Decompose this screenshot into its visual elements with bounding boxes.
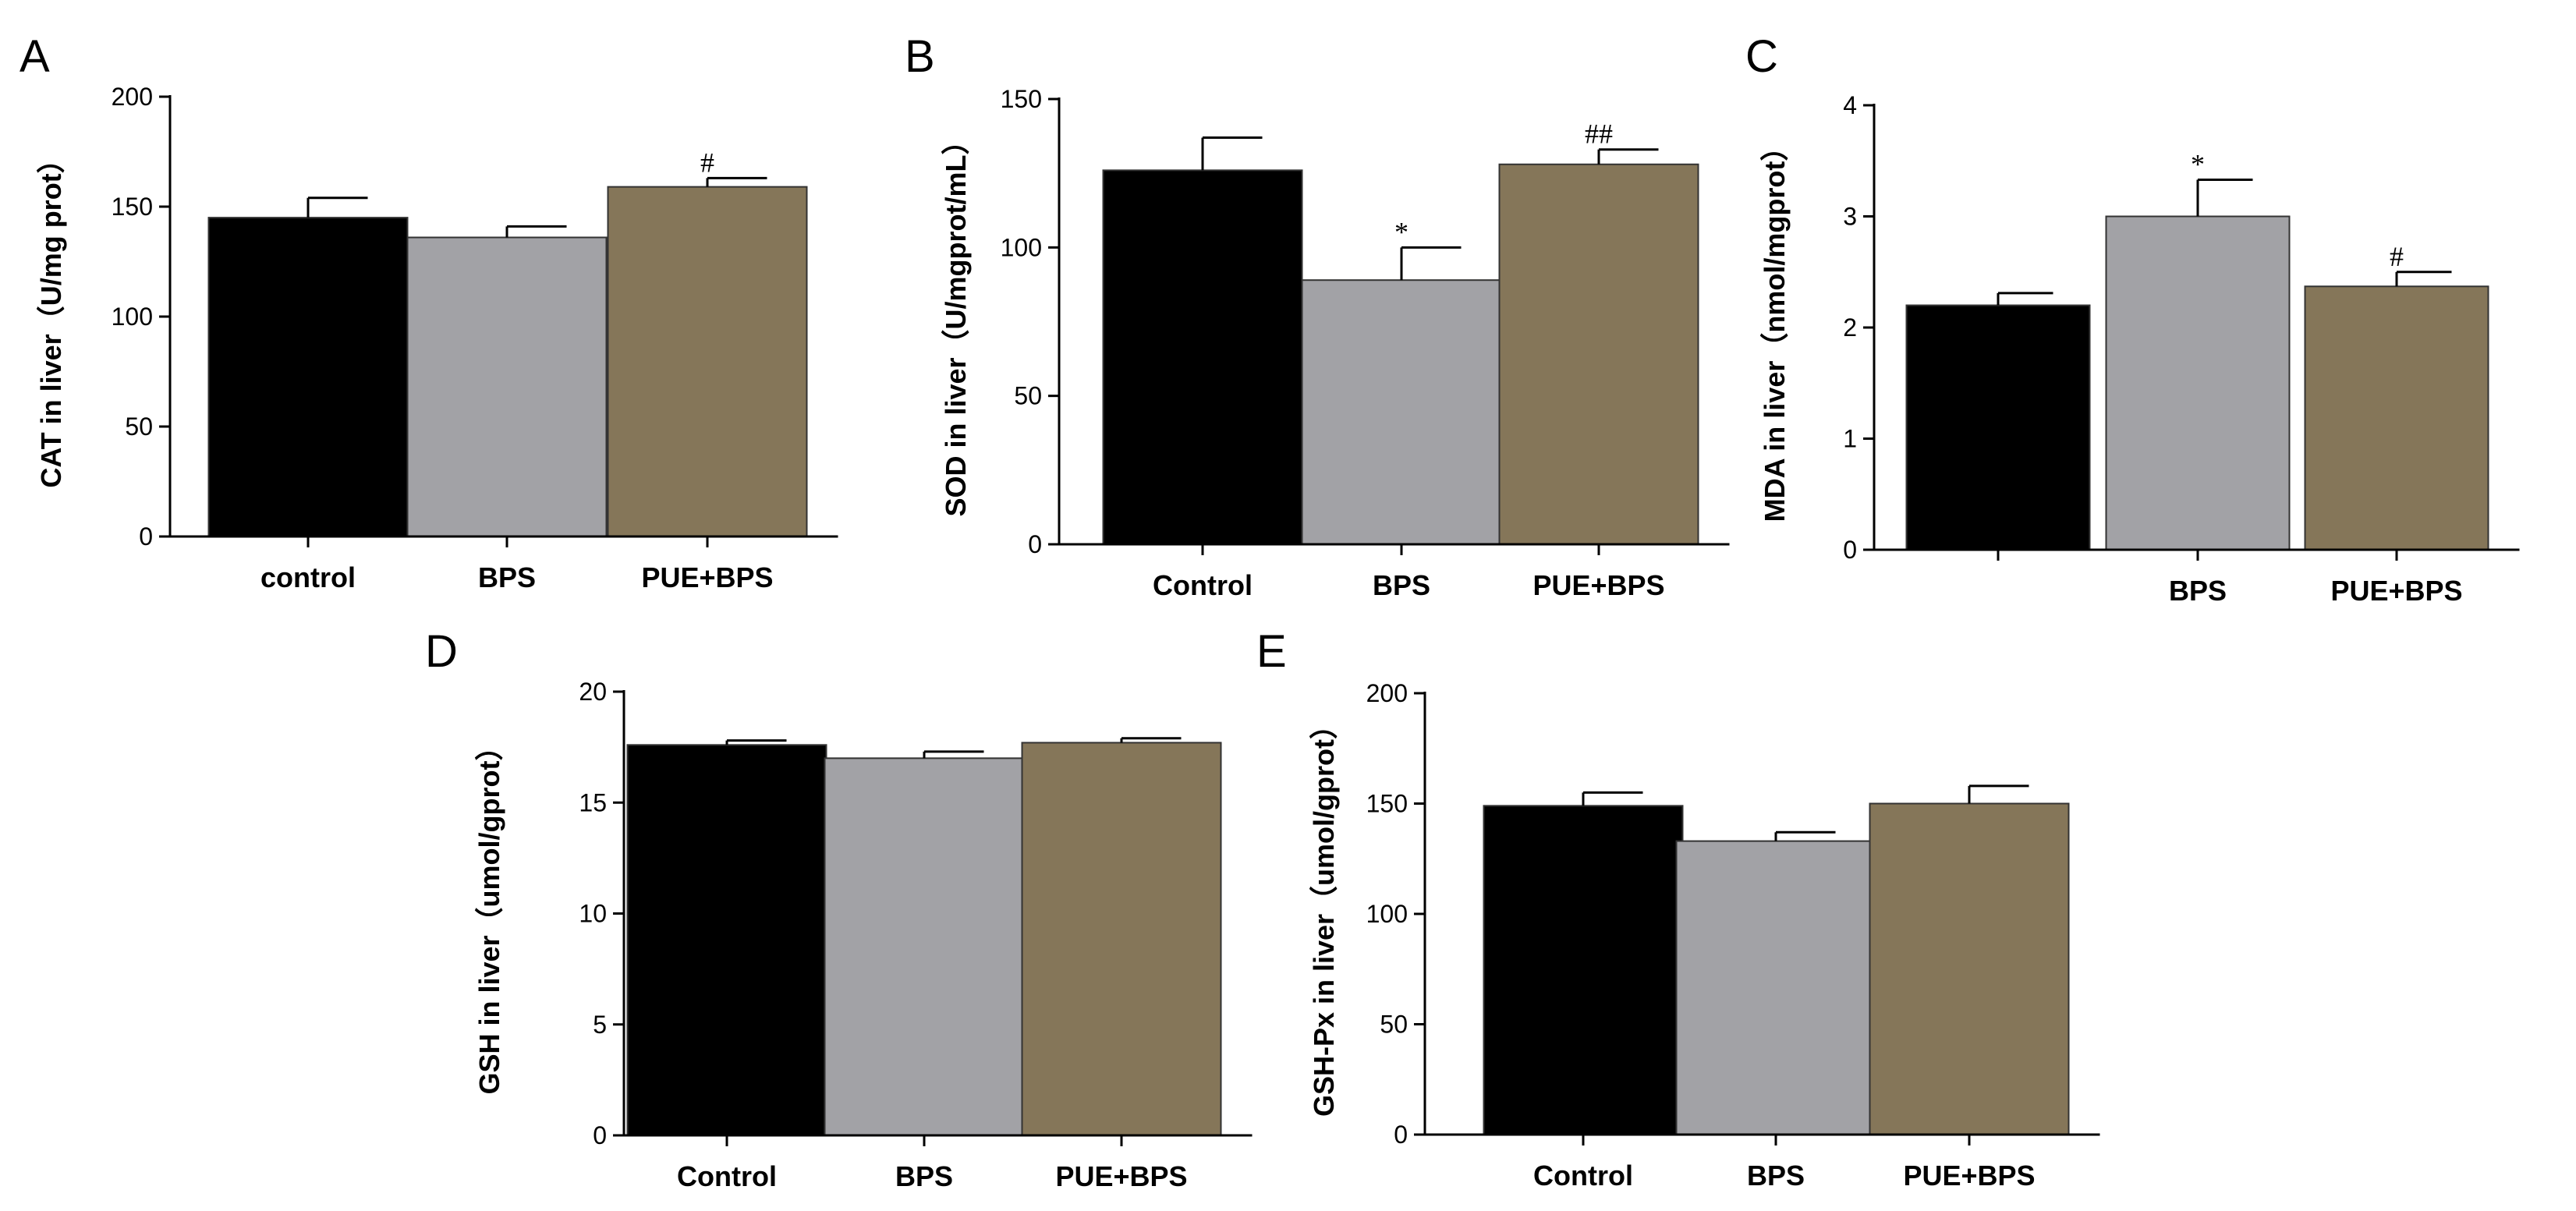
panel-b: B Control * BPS ## PUE+BPS 0 50 100 150 SOD in liv… (905, 31, 1730, 601)
category-label: PUE+BPS (1055, 1160, 1187, 1192)
y-tick-label: 100 (112, 303, 153, 331)
bar (626, 744, 827, 1137)
significance-label: * (1394, 216, 1408, 247)
panel-letter: A (19, 31, 50, 82)
panel-d: D Control BPS PUE+BPS 0 5 10 15 20 GSH in liver（u… (425, 626, 1253, 1192)
y-tick-label: 4 (1843, 91, 1857, 119)
y-tick-label: 200 (112, 83, 153, 111)
y-axis-title: MDA in liver（nmol/mgprot） (1759, 133, 1791, 522)
category-label: control (260, 561, 356, 593)
significance-label: # (2390, 241, 2404, 272)
y-tick-label: 100 (1366, 900, 1408, 928)
category-label: PUE+BPS (1532, 569, 1664, 601)
y-tick-label: 0 (139, 522, 153, 551)
bar (1483, 805, 1684, 1135)
y-tick-label: 0 (1394, 1121, 1408, 1149)
bar (406, 236, 608, 537)
bar (207, 217, 409, 537)
category-label: PUE+BPS (641, 561, 773, 593)
panel-letter: E (1256, 626, 1287, 677)
category-label: PUE+BPS (2330, 575, 2462, 607)
category-label: Control (1153, 569, 1253, 601)
y-tick-label: 50 (1014, 382, 1042, 410)
significance-label: * (2191, 148, 2205, 179)
y-tick-label: 200 (1366, 679, 1408, 707)
y-tick-label: 0 (1028, 530, 1042, 558)
category-label: BPS (1747, 1160, 1805, 1192)
bar (1675, 840, 1876, 1135)
category-label: BPS (2169, 575, 2227, 607)
y-tick-label: 50 (125, 413, 153, 441)
bar (607, 186, 808, 537)
panel-letter: C (1745, 31, 1778, 82)
y-tick-label: 0 (1843, 536, 1857, 564)
panel-e: E Control BPS PUE+BPS 0 50 100 150 200 GSH-Px in … (1256, 626, 2100, 1192)
y-axis-title: GSH-Px in liver（umol/gprot） (1308, 711, 1340, 1117)
y-tick-label: 20 (579, 678, 607, 706)
category-label: BPS (895, 1160, 953, 1192)
y-tick-label: 100 (1001, 233, 1042, 261)
significance-label: # (700, 147, 714, 178)
y-tick-label: 50 (1380, 1011, 1408, 1039)
bar (824, 757, 1025, 1136)
y-tick-label: 150 (112, 193, 153, 221)
y-axis-title: GSH in liver（umol/gprot） (473, 732, 505, 1094)
y-tick-label: 0 (593, 1121, 607, 1149)
y-axis-title: SOD in liver（U/mgprot/mL） (940, 126, 972, 516)
y-tick-label: 1 (1843, 425, 1857, 453)
y-tick-label: 3 (1843, 203, 1857, 231)
bar (1021, 742, 1222, 1136)
panel-letter: B (905, 31, 935, 82)
category-label: PUE+BPS (1903, 1160, 2035, 1192)
bar (1869, 802, 2070, 1135)
y-tick-label: 10 (579, 900, 607, 928)
category-label: BPS (478, 561, 536, 593)
panel-letter: D (425, 626, 458, 677)
bar (1301, 279, 1502, 545)
category-label: Control (677, 1160, 777, 1192)
y-tick-label: 2 (1843, 313, 1857, 342)
bar (2105, 215, 2291, 551)
y-axis-title: CAT in liver（U/mg prot） (35, 145, 67, 487)
panel-c: C * BPS # PUE+BPS 0 1 2 3 4 MDA in liver（nmol/mgpr… (1745, 31, 2520, 607)
bar (1102, 169, 1303, 546)
y-tick-label: 5 (593, 1011, 607, 1039)
category-label: Control (1533, 1160, 1633, 1192)
bar (2304, 285, 2489, 551)
y-tick-label: 15 (579, 788, 607, 816)
category-label: BPS (1373, 569, 1430, 601)
bar (1905, 304, 2091, 551)
significance-label: ## (1585, 119, 1613, 150)
y-tick-label: 150 (1001, 85, 1042, 113)
y-tick-label: 150 (1366, 790, 1408, 818)
bar (1498, 163, 1699, 545)
